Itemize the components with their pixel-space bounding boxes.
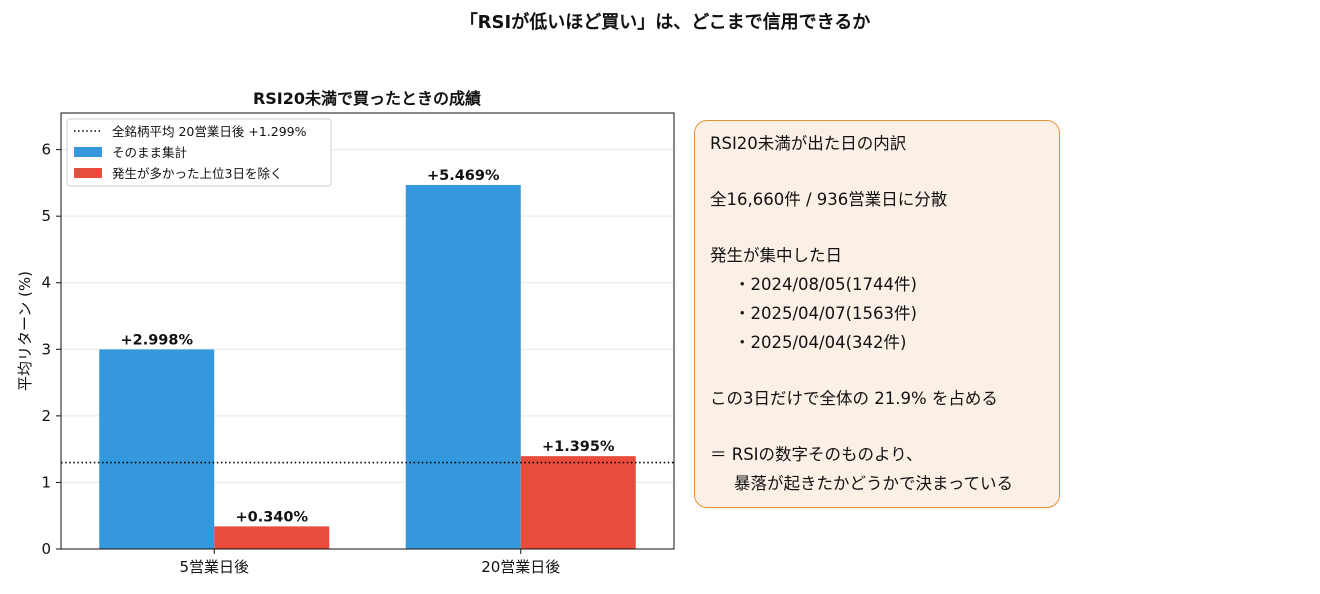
- bar-value-label: +2.998%: [120, 332, 193, 348]
- x-tick-label: 5営業日後: [179, 558, 249, 576]
- y-tick-label: 5: [41, 207, 51, 225]
- conclusion-line: ＝ RSIの数字そのものより、: [710, 445, 923, 464]
- legend-label-reference: 全銘柄平均 20営業日後 +1.299%: [112, 124, 307, 139]
- y-tick-label: 1: [41, 473, 51, 491]
- x-tick-label: 20営業日後: [481, 558, 560, 576]
- concentration-date: ・2025/04/04(342件): [734, 333, 907, 352]
- bar-raw: [99, 349, 215, 549]
- y-tick-label: 2: [41, 407, 51, 425]
- concentration-date: ・2025/04/07(1563件): [734, 304, 917, 323]
- y-tick-label: 0: [41, 540, 51, 558]
- y-axis-label: 平均リターン (%): [16, 271, 34, 391]
- chart-title: RSI20未満で買ったときの成績: [253, 89, 481, 108]
- page-title: 「RSIが低いほど買い」は、どこまで信用できるか: [459, 12, 871, 33]
- conclusion-line: 暴落が起きたかどうかで決まっている: [734, 474, 1014, 493]
- legend-box: [66, 118, 332, 187]
- share-statement: この3日だけで全体の 21.9% を占める: [710, 389, 998, 408]
- bar-excluded: [214, 526, 330, 549]
- axes: 0 1 2 3 4 5 6 5営業日後 20営業日後: [41, 112, 675, 576]
- info-box: RSI20未満が出た日の内訳 全16,660件 / 936営業日に分散 発生が集…: [694, 120, 1060, 508]
- y-tick-label: 3: [41, 340, 51, 358]
- bar-raw: [405, 184, 521, 549]
- data-labels: +2.998% +0.340% +5.469% +1.395%: [120, 168, 615, 525]
- concentration-heading: 発生が集中した日: [710, 246, 842, 265]
- legend-label-excluded: 発生が多かった上位3日を除く: [112, 166, 282, 181]
- bar-value-label: +0.340%: [235, 509, 308, 525]
- legend-swatch-raw: [74, 147, 102, 157]
- bars: [99, 184, 636, 549]
- concentration-date: ・2024/08/05(1744件): [734, 275, 917, 294]
- bar-excluded: [520, 456, 636, 549]
- info-summary: 全16,660件 / 936営業日に分散: [710, 190, 948, 209]
- info-heading: RSI20未満が出た日の内訳: [710, 134, 907, 153]
- bar-value-label: +5.469%: [427, 168, 500, 184]
- legend-label-raw: そのまま集計: [112, 145, 187, 160]
- plot-frame: [60, 112, 675, 550]
- legend-swatch-excluded: [74, 168, 102, 178]
- y-tick-label: 4: [41, 274, 51, 292]
- y-tick-label: 6: [41, 141, 51, 159]
- bar-value-label: +1.395%: [542, 439, 615, 455]
